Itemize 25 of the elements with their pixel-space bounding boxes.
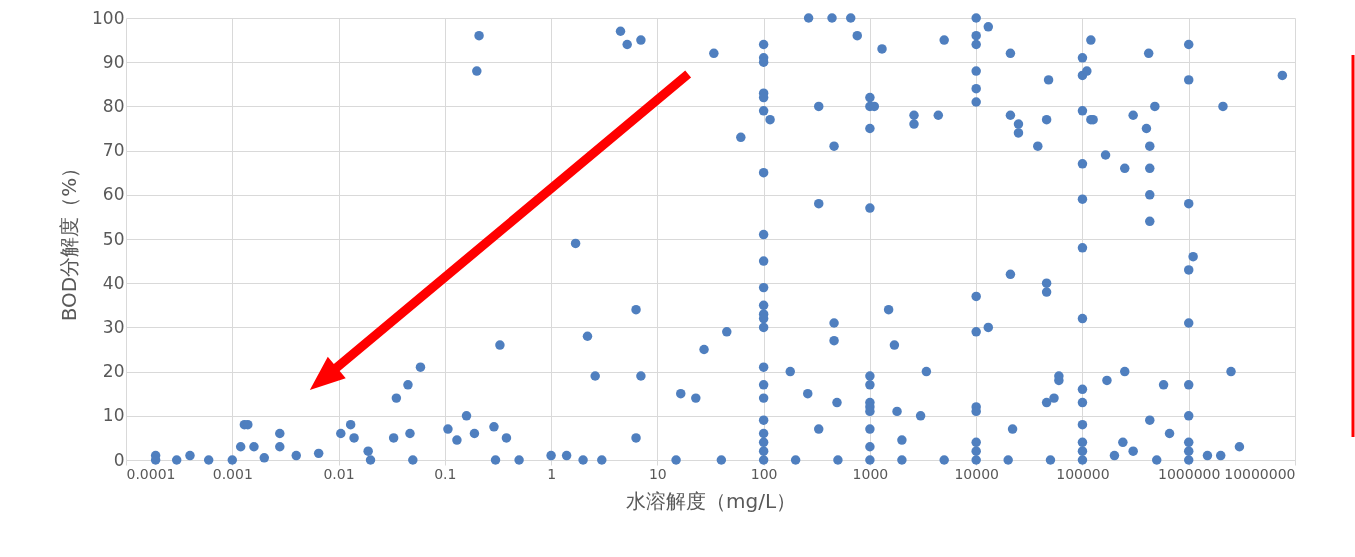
x-tick-label: 0.1 (434, 465, 457, 482)
x-axis-title: 水溶解度（mg/L） (625, 488, 797, 513)
x-tick-label: 0.001 (212, 465, 253, 482)
x-tick-label: 100000 (1056, 465, 1110, 482)
y-tick-label: 90 (102, 51, 125, 72)
y-tick-label: 0 (113, 449, 125, 470)
y-tick-label: 40 (102, 272, 125, 293)
y-tick-label: 30 (102, 316, 125, 337)
y-tick-label: 20 (102, 361, 125, 382)
x-tick-label: 10 (648, 465, 667, 482)
y-tick-label: 50 (102, 228, 125, 249)
y-tick-label: 10 (102, 405, 125, 426)
y-tick-label: 80 (102, 95, 125, 116)
x-tick-label: 0.01 (323, 465, 355, 482)
x-tick-label: 0.0001 (126, 465, 176, 482)
y-tick-label: 100 (92, 7, 125, 28)
x-tick-label: 10000 (954, 465, 999, 482)
x-tick-label: 10000000 (1224, 465, 1296, 482)
x-tick-label: 1 (547, 465, 557, 482)
x-tick-label: 100 (750, 465, 778, 482)
y-tick-label: 60 (102, 184, 125, 205)
y-tick-label: 70 (102, 140, 125, 161)
x-tick-label: 1000000 (1158, 465, 1221, 482)
y-axis-title: BOD分解度（%） (57, 157, 82, 322)
x-tick-label: 1000 (852, 465, 889, 482)
